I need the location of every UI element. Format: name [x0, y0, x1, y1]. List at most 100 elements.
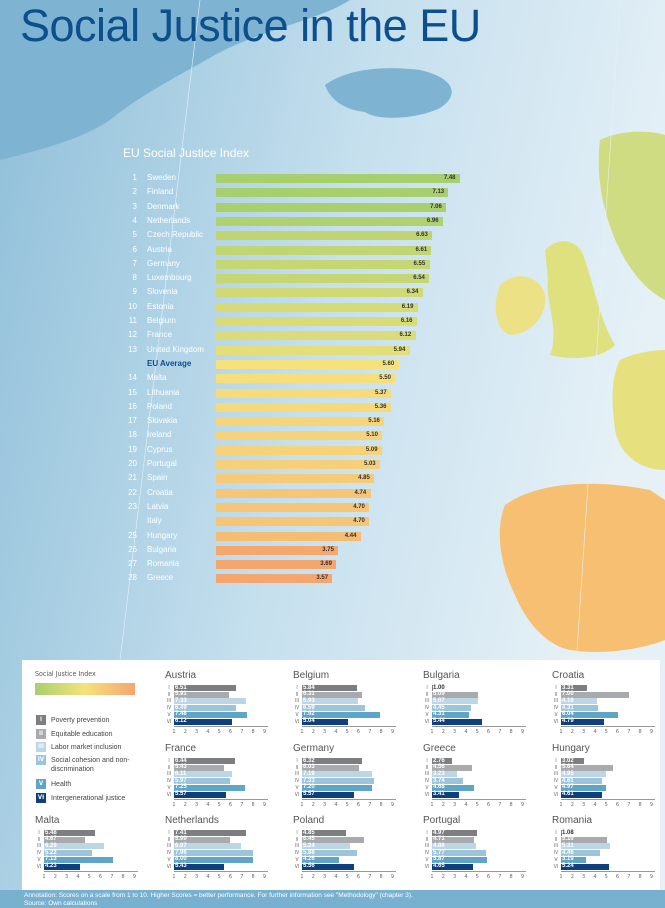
x-tick-label: 6	[615, 729, 620, 735]
dimension-bar	[561, 784, 606, 791]
dimension-bar	[561, 856, 586, 863]
dimension-value: 7.19	[303, 770, 315, 777]
dimension-bar	[174, 711, 248, 718]
x-tick-label: 5	[217, 802, 221, 808]
country-name: Estonia	[147, 301, 174, 311]
bar-value-label: 6.19	[401, 303, 414, 310]
legend-swatch-II: II	[36, 729, 46, 739]
dimension-value: 4.97	[562, 784, 574, 791]
x-axis	[174, 726, 269, 727]
dimension-bar	[561, 698, 597, 705]
country-name: Austria	[147, 244, 172, 254]
x-tick-label: 6	[356, 874, 361, 880]
x-tick-label: 8	[509, 729, 513, 735]
dimension-bar	[302, 791, 354, 798]
country-name: Slovakia	[147, 416, 178, 426]
x-tick-label: 8	[379, 729, 383, 735]
x-tick-label: 1	[559, 874, 563, 880]
dimension-value: 4.79	[562, 718, 574, 724]
legend-label: Health	[51, 781, 72, 788]
x-tick-label: 8	[509, 802, 513, 808]
rank-number: 7	[132, 258, 137, 268]
dimension-numeral: V	[37, 856, 41, 863]
dimension-numeral: IV	[166, 778, 172, 785]
dimension-numeral: VI	[553, 863, 559, 870]
x-tick-label: 2	[570, 729, 574, 735]
x-tick-label: 5	[475, 874, 479, 880]
x-tick-label: 1	[559, 729, 563, 735]
dimension-bar	[44, 850, 92, 857]
legend-title: Social Justice Index	[35, 670, 96, 678]
x-tick-label: 3	[323, 802, 327, 808]
dimension-value: 3.02	[562, 757, 574, 764]
dimension-numeral: II	[425, 764, 429, 771]
dimension-numeral: IV	[424, 778, 430, 785]
dimension-bar	[432, 758, 452, 764]
rank-number: 19	[128, 444, 137, 454]
dimension-numeral: I	[296, 685, 298, 691]
dimension-value: 1.08	[562, 829, 574, 836]
dimension-numeral: V	[167, 856, 171, 863]
dimension-bar	[302, 718, 348, 725]
index-bar	[216, 202, 447, 212]
dimension-value: 4.61	[562, 777, 574, 784]
dimension-numeral: VI	[166, 863, 172, 870]
index-bar	[216, 517, 370, 527]
dimension-bar	[44, 843, 104, 850]
dimension-value: 5.87	[433, 856, 445, 863]
dimension-numeral: IV	[553, 778, 559, 785]
footer: Annotation: Scores on a scale from 1 to …	[0, 890, 665, 908]
x-tick-label: 1	[300, 874, 304, 880]
dimension-value: 5.84	[303, 684, 315, 691]
dimension-numeral: I	[426, 758, 428, 764]
rank-number: 2	[132, 187, 137, 197]
x-tick-label: 2	[183, 802, 187, 808]
dimension-bar	[44, 863, 81, 870]
dimension-numeral: IV	[553, 705, 559, 712]
dimension-bar	[432, 791, 460, 798]
dimension-numeral: III	[295, 771, 299, 778]
dimension-numeral: VI	[36, 863, 42, 870]
dimension-bar	[561, 771, 606, 778]
x-tick-label: 4	[334, 874, 338, 880]
dimension-numeral: IV	[294, 705, 300, 712]
country-name: Ireland	[147, 430, 172, 440]
chart-title: EU Social Justice Index	[123, 146, 250, 160]
index-bar	[216, 474, 375, 484]
dimension-bar	[432, 856, 488, 863]
dimension-value: 5.64	[562, 764, 574, 771]
index-bar	[216, 545, 339, 555]
country-name: France	[147, 330, 172, 340]
dimension-bar	[174, 718, 232, 725]
dimension-value: 5.22	[45, 849, 57, 856]
bar-value-label: 5.36	[374, 403, 387, 410]
country-chart-title: Croatia	[552, 670, 585, 681]
dimension-numeral: I	[426, 685, 428, 691]
country-name: Denmark	[147, 201, 180, 211]
x-tick-label: 4	[464, 874, 468, 880]
x-tick-label: 9	[649, 729, 653, 735]
dimension-numeral: II	[167, 764, 171, 771]
country-name: Greece	[147, 573, 174, 583]
dimension-bar	[432, 843, 476, 850]
dimension-value: 4.46	[562, 849, 574, 856]
dimension-value: 7.96	[175, 849, 187, 856]
dimension-bar	[174, 791, 226, 798]
dimension-numeral: III	[554, 771, 558, 778]
dimension-numeral: III	[167, 771, 171, 778]
dimension-numeral: IV	[36, 850, 42, 857]
dimension-value: 7.00	[562, 691, 574, 698]
dimension-numeral: IV	[294, 850, 300, 857]
index-bar	[216, 560, 337, 570]
x-tick-label: 1	[172, 874, 176, 880]
dimension-numeral: V	[425, 784, 429, 791]
dimension-numeral: II	[167, 691, 171, 698]
index-bar	[216, 345, 410, 355]
dimension-value: 4.23	[45, 863, 57, 869]
dimension-numeral: IV	[294, 778, 300, 785]
dimension-bar	[432, 685, 433, 691]
dimension-value: 5.24	[562, 863, 574, 869]
dimension-value: 6.03	[303, 764, 315, 771]
x-tick-label: 2	[311, 874, 315, 880]
index-bar	[216, 174, 460, 183]
